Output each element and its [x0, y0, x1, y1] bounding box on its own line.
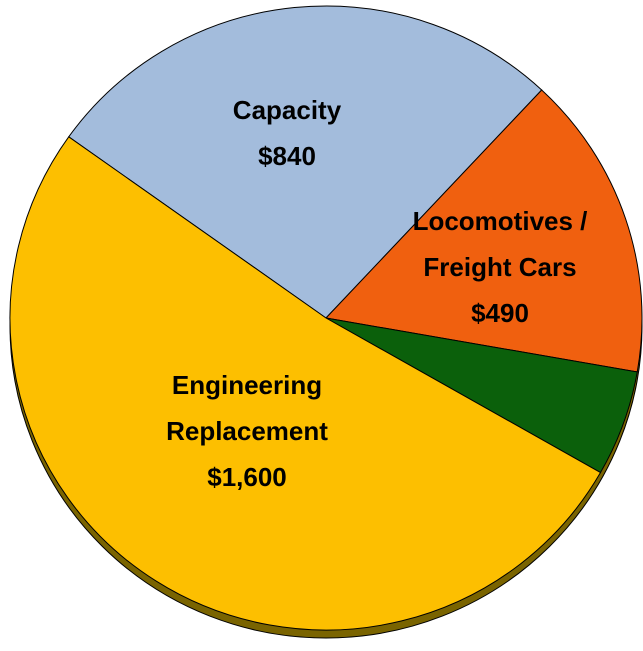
slice-value: $1,600	[207, 462, 287, 492]
slice-value: $490	[471, 298, 529, 328]
slice-label: Locomotives / Freight Cars	[412, 206, 588, 282]
slice-label: Capacity	[232, 95, 342, 125]
pie-slice	[324, 89, 643, 373]
pie-slice	[68, 5, 543, 319]
slice-label: Engineering Replacement	[166, 370, 328, 446]
pie-slice	[9, 136, 602, 631]
slice-value: $840	[258, 141, 316, 171]
